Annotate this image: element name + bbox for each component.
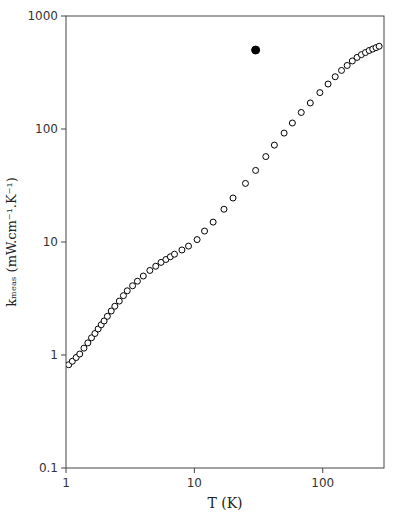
- series: [66, 43, 382, 367]
- open-point: [298, 109, 304, 115]
- open-point: [147, 267, 153, 273]
- open-point: [104, 313, 110, 319]
- plot-frame: [66, 16, 384, 468]
- open-point: [153, 263, 159, 269]
- open-point: [263, 154, 269, 160]
- open-point: [140, 273, 146, 279]
- series: [252, 46, 260, 54]
- x-axis-label: T (K): [207, 495, 242, 511]
- open-point: [317, 90, 323, 96]
- open-point: [376, 43, 382, 49]
- chart: 1 10 100 0.1 1 10 100 1000 T (K) kₘₑₐₛ (mW.cm⁻¹.K…: [0, 0, 400, 520]
- y-axis-label: kₘₑₐₛ (mW.cm⁻¹.K⁻¹): [4, 177, 19, 307]
- y-tick: [61, 16, 66, 17]
- y-tick: [61, 242, 66, 243]
- open-point: [134, 278, 140, 284]
- open-point: [124, 288, 130, 294]
- open-point: [307, 100, 313, 106]
- open-point: [230, 195, 236, 201]
- y-tick-label: 10: [43, 235, 58, 249]
- open-point: [171, 251, 177, 257]
- x-tick: [66, 468, 67, 473]
- x-tick: [322, 468, 323, 473]
- open-point: [325, 81, 331, 87]
- open-point: [179, 247, 185, 253]
- open-point: [77, 351, 83, 357]
- filled-point: [252, 46, 260, 54]
- open-point: [186, 243, 192, 249]
- y-tick: [61, 129, 66, 130]
- open-point: [194, 237, 200, 243]
- y-tick: [61, 355, 66, 356]
- open-point: [253, 167, 259, 173]
- open-point: [112, 303, 118, 309]
- open-point: [339, 67, 345, 73]
- open-point: [271, 142, 277, 148]
- open-point: [130, 283, 136, 289]
- y-tick: [61, 468, 66, 469]
- x-tick-label: 1: [62, 476, 70, 490]
- x-tick-label: 100: [311, 476, 334, 490]
- open-point: [81, 345, 87, 351]
- x-tick-label: 10: [187, 476, 202, 490]
- open-point: [332, 74, 338, 80]
- y-tick-label: 1: [50, 348, 58, 362]
- open-point: [210, 219, 216, 225]
- open-point: [202, 228, 208, 234]
- y-tick-label: 1000: [27, 9, 58, 23]
- open-point: [242, 180, 248, 186]
- open-point: [281, 130, 287, 136]
- y-tick-label: 0.1: [39, 461, 58, 475]
- open-point: [289, 120, 295, 126]
- x-tick: [194, 468, 195, 473]
- open-point: [344, 62, 350, 68]
- data: [66, 43, 382, 367]
- open-point: [221, 206, 227, 212]
- y-tick-label: 100: [35, 122, 58, 136]
- axes: 1 10 100 0.1 1 10 100 1000: [27, 9, 334, 490]
- open-point: [116, 298, 122, 304]
